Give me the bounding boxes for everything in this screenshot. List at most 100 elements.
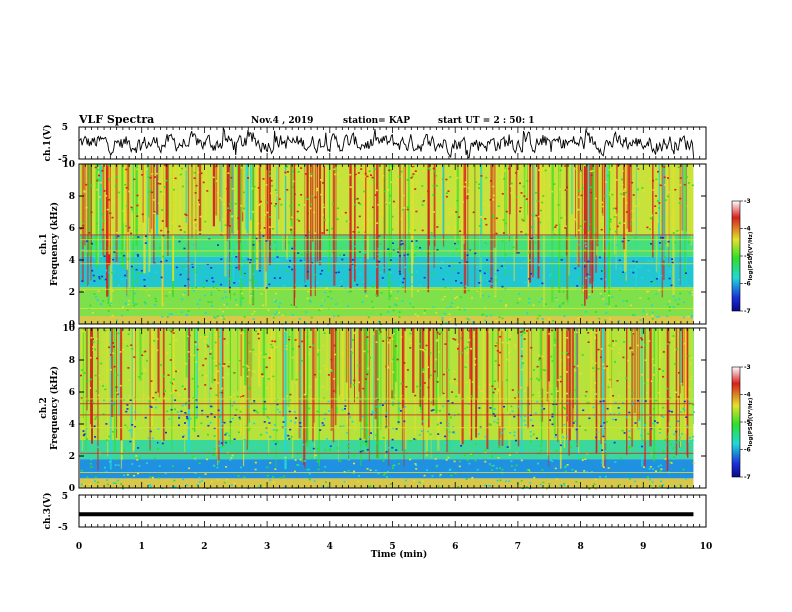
spectrogram-speckle <box>336 218 339 221</box>
spectrogram-speckle <box>235 256 238 258</box>
spectrogram-speckle <box>387 267 390 269</box>
spectrogram-speckle <box>594 478 597 481</box>
spectrogram-speckle <box>566 337 569 339</box>
spectrogram-speckle <box>106 208 109 211</box>
spectrogram-speckle <box>525 233 527 235</box>
spectrogram-speckle <box>123 254 126 257</box>
spectrogram-streak <box>123 164 126 224</box>
spectrogram-speckle <box>266 211 269 214</box>
spectrogram-speckle <box>121 453 124 455</box>
spectrogram-speckle <box>510 405 513 408</box>
spectrogram-speckle <box>514 345 517 348</box>
spectrogram-speckle <box>278 411 281 413</box>
spectrogram-speckle <box>296 464 299 466</box>
spectrogram-speckle <box>503 405 505 408</box>
spectrogram-speckle <box>559 484 562 486</box>
spectrogram-streak <box>469 328 472 437</box>
spectrogram-speckle <box>563 315 566 317</box>
spectrogram-speckle <box>488 295 491 298</box>
spectrogram-speckle <box>538 264 541 266</box>
spectrogram-streak <box>86 164 89 287</box>
spectrogram-speckle <box>127 303 130 306</box>
spectrogram-speckle <box>265 240 268 242</box>
spectrogram-speckle <box>627 447 630 449</box>
spectrogram-speckle <box>419 247 422 249</box>
spectrogram-speckle <box>312 441 315 444</box>
spectrogram-speckle <box>495 232 498 235</box>
spectrogram-speckle <box>479 270 482 272</box>
spectrogram-speckle <box>297 464 300 466</box>
spectrogram-speckle <box>194 219 197 221</box>
spectrogram-speckle <box>385 476 388 478</box>
spectrogram-speckle <box>255 330 257 333</box>
spectrogram-speckle <box>631 392 634 395</box>
spectrogram-speckle <box>305 251 308 253</box>
spectrogram-speckle <box>499 479 502 482</box>
spectrogram-speckle <box>193 354 196 357</box>
spectrogram-speckle <box>577 317 580 320</box>
spectrogram-speckle <box>270 179 273 182</box>
spectrogram-streak <box>299 328 302 445</box>
spectrogram-speckle <box>644 359 647 361</box>
spectrogram-speckle <box>587 332 590 334</box>
spectrogram-speckle <box>289 264 292 267</box>
spectrogram-speckle <box>519 207 522 209</box>
spectrogram-speckle <box>532 304 535 307</box>
spectrogram-speckle <box>646 313 648 316</box>
spectrogram-streak <box>403 164 405 275</box>
spectrogram-speckle <box>185 416 188 418</box>
spectrogram-speckle <box>461 351 463 354</box>
spectrogram-speckle <box>413 257 416 260</box>
spectrogram-speckle <box>291 314 294 316</box>
spectrogram-streak <box>287 328 290 407</box>
spectrogram-speckle <box>386 207 389 209</box>
spectrogram-speckle <box>357 172 360 174</box>
spectrogram-speckle <box>316 282 319 284</box>
spectrogram-speckle <box>504 267 507 270</box>
spectrogram-speckle <box>135 280 138 282</box>
spectrogram-speckle <box>226 187 229 190</box>
spectrogram-speckle <box>463 185 466 188</box>
spectrogram-speckle <box>157 477 160 479</box>
spectrogram-speckle <box>677 303 680 305</box>
spectrogram-speckle <box>103 190 106 192</box>
spectrogram-speckle <box>228 277 231 280</box>
spectrogram-speckle <box>524 424 527 426</box>
spectrogram-speckle <box>149 430 152 433</box>
spectrogram-speckle <box>410 273 413 276</box>
spectrogram-streak <box>146 164 149 277</box>
spectrogram-streak <box>139 328 142 381</box>
spectrogram-speckle <box>164 186 167 188</box>
spectrogram-speckle <box>667 436 670 438</box>
spectrogram-speckle <box>256 257 258 260</box>
spectrogram-speckle <box>662 375 665 378</box>
spectrogram-speckle <box>248 421 251 423</box>
spectrogram-speckle <box>669 461 672 464</box>
spectrogram-speckle <box>502 232 505 234</box>
spectrogram-speckle <box>448 265 451 267</box>
spectrogram-speckle <box>365 440 368 443</box>
spectrogram-speckle <box>611 450 614 453</box>
spectrogram-speckle <box>150 485 152 488</box>
spectrogram-speckle <box>689 378 692 380</box>
spectrogram-speckle <box>299 426 302 428</box>
spectrogram-speckle <box>175 370 178 373</box>
ch2-colorbar-label: log(PSD)(V²/Hz) <box>747 397 754 446</box>
spectrogram-speckle <box>681 433 683 435</box>
spectrogram-speckle <box>283 475 286 478</box>
spectrogram-streak <box>130 328 133 438</box>
spectrogram-speckle <box>482 203 485 206</box>
spectrogram-speckle <box>372 333 375 335</box>
spectrogram-speckle <box>688 440 690 443</box>
spectrogram-speckle <box>331 370 333 372</box>
spectrogram-speckle <box>366 175 369 178</box>
spectrogram-speckle <box>95 416 98 418</box>
spectrogram-speckle <box>672 306 675 309</box>
spectrogram-speckle <box>393 333 395 335</box>
spectrogram-speckle <box>562 406 565 409</box>
spectrogram-speckle <box>439 422 442 424</box>
spectrogram-speckle <box>500 431 503 434</box>
spectrogram-speckle <box>682 316 685 319</box>
spectrogram-speckle <box>381 277 384 279</box>
spectrogram-speckle <box>94 166 97 169</box>
